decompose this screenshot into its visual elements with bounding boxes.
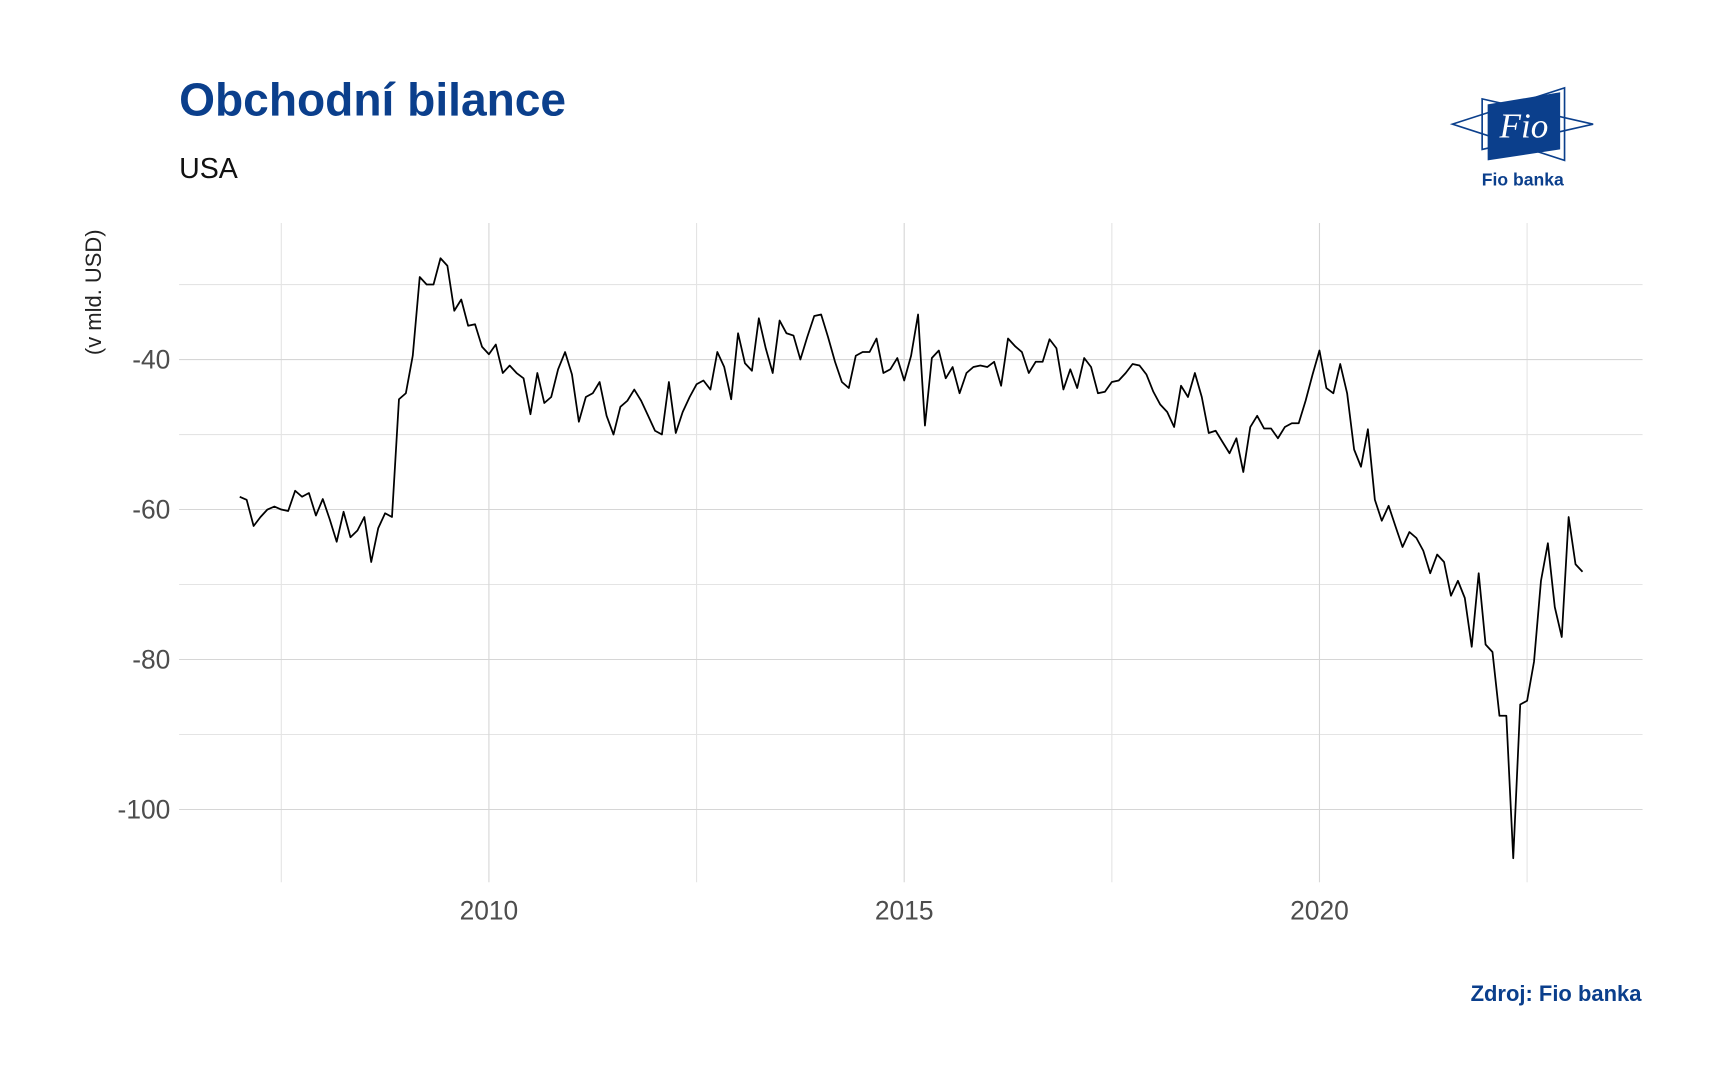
chart-subtitle: USA	[179, 153, 238, 185]
y-tick-label: -80	[132, 644, 170, 674]
x-tick-label: 2010	[460, 896, 519, 926]
source: Zdroj: Fio banka	[1471, 981, 1643, 1006]
x-tick-label: 2020	[1290, 896, 1349, 926]
logo: Fio Fio banka	[1449, 86, 1594, 190]
logo-box	[1487, 92, 1561, 161]
y-tick-label: -60	[132, 494, 170, 524]
logo-mark: Fio	[1498, 106, 1548, 145]
line	[239, 257, 1584, 860]
logo-name: Fio banka	[1482, 170, 1564, 190]
y-tick-label: -40	[132, 344, 170, 374]
chart-title: Obchodní bilance	[179, 73, 566, 125]
y-tick-label: -100	[118, 794, 171, 824]
x-tick-label: 2015	[875, 896, 934, 926]
y-axis-label: (v mld. USD)	[81, 229, 106, 355]
